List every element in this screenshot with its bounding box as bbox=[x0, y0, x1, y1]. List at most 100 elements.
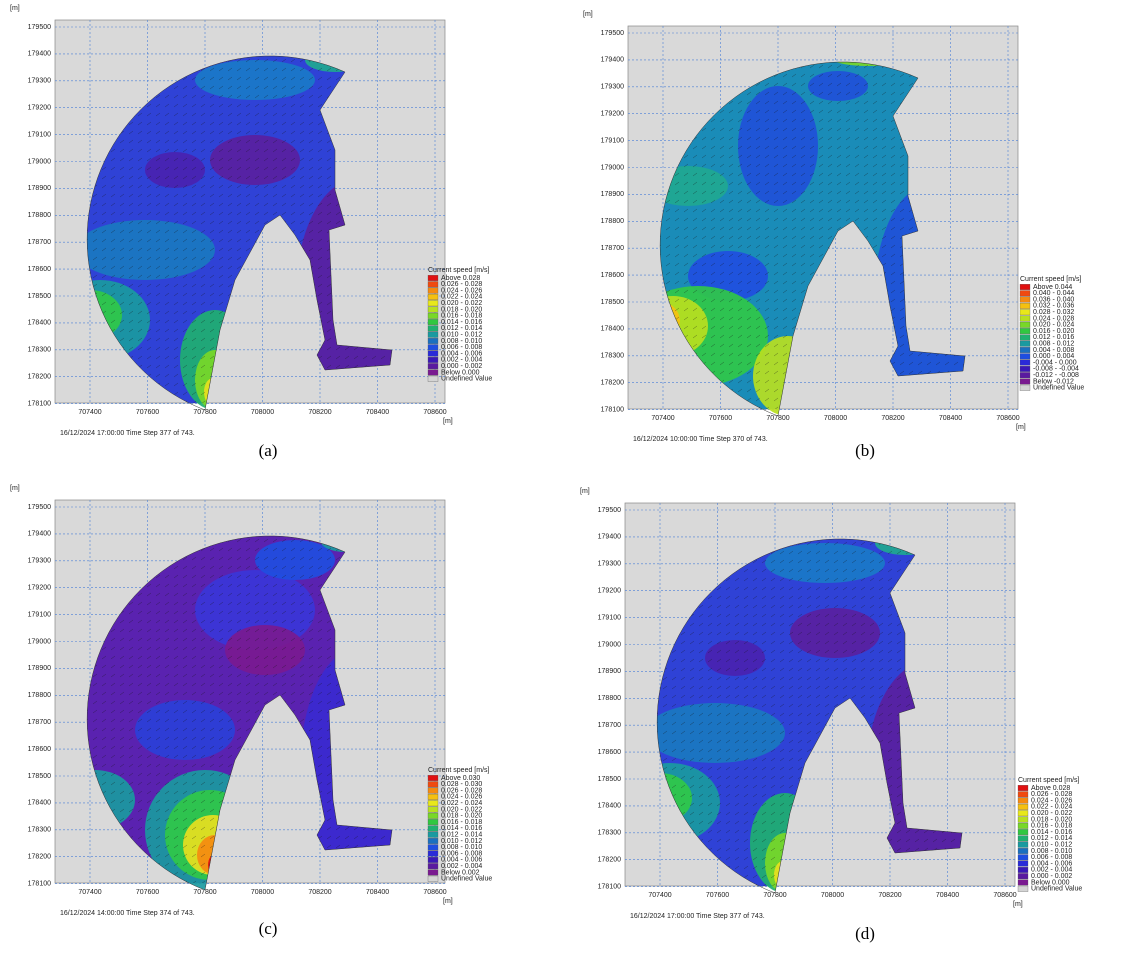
plot-area: 179500 179400 179300 179200 179100 179000 1789… bbox=[28, 19, 447, 416]
x-tick-label: 707600 bbox=[706, 892, 729, 899]
x-tick-label: 708600 bbox=[423, 889, 446, 896]
legend-title: Current speed [m/s] bbox=[428, 267, 490, 274]
y-tick-label: 178100 bbox=[28, 880, 51, 887]
legend-swatch bbox=[1019, 284, 1031, 290]
legend-swatch bbox=[1019, 296, 1031, 303]
legend-entry: Below 0.002 bbox=[441, 869, 480, 876]
y-tick-label: 178700 bbox=[598, 722, 621, 729]
y-tick-label: 179500 bbox=[598, 507, 621, 514]
y-tick-label: 178200 bbox=[598, 857, 621, 864]
y-tick-label: 179000 bbox=[28, 638, 51, 645]
legend-swatch bbox=[427, 800, 439, 807]
x-tick-label: 707400 bbox=[78, 889, 101, 896]
panel-caption: (d) bbox=[855, 924, 875, 943]
legend-entry: 0.026 - 0.028 bbox=[441, 281, 482, 288]
y-tick-label: 178600 bbox=[598, 749, 621, 756]
legend-swatch bbox=[427, 275, 439, 281]
panel: 179500 179400 179300 179200 179100 179000 1789… bbox=[580, 488, 1082, 943]
legend-entry: 0.024 - 0.028 bbox=[1033, 315, 1074, 322]
x-tick-label: 707800 bbox=[193, 409, 216, 416]
legend-entry: 0.024 - 0.026 bbox=[441, 287, 482, 294]
y-tick-label: 178900 bbox=[601, 191, 624, 198]
y-tick-label: 178100 bbox=[601, 406, 624, 413]
legend-swatch bbox=[1017, 803, 1029, 810]
timestamp: 16/12/2024 14:00:00 Time Step 374 of 743… bbox=[60, 910, 195, 917]
legend-entry: 0.004 - 0.006 bbox=[1031, 860, 1072, 867]
y-tick-label: 179000 bbox=[601, 164, 624, 171]
y-tick-label: 178600 bbox=[28, 746, 51, 753]
legend-swatch bbox=[1017, 785, 1029, 791]
panel: 179500 179400 179300 179200 179100 179000 1789… bbox=[10, 485, 492, 938]
legend-entry: 0.002 - 0.004 bbox=[1031, 867, 1072, 874]
legend-swatch bbox=[1019, 372, 1031, 379]
legend-entry: 0.040 - 0.044 bbox=[1033, 290, 1074, 297]
legend-swatch bbox=[427, 844, 439, 851]
legend-entry: Below 0.000 bbox=[441, 369, 480, 376]
legend-swatch bbox=[427, 856, 439, 863]
legend-entry: 0.020 - 0.022 bbox=[441, 806, 482, 813]
y-tick-label: 179300 bbox=[598, 561, 621, 568]
legend-swatch bbox=[427, 338, 439, 344]
x-unit: [m] bbox=[1016, 424, 1026, 431]
legend-entry: 0.032 - 0.036 bbox=[1033, 303, 1074, 310]
legend-swatch bbox=[427, 863, 439, 870]
legend-entry: 0.002 - 0.004 bbox=[441, 863, 482, 870]
legend-entry: Below 0.000 bbox=[1031, 879, 1070, 886]
legend-swatch bbox=[1017, 797, 1029, 804]
legend-entry: -0.008 - -0.004 bbox=[1033, 366, 1079, 373]
legend-swatch bbox=[1019, 302, 1031, 309]
x-tick-label: 708600 bbox=[423, 409, 446, 416]
legend-swatch bbox=[427, 281, 439, 288]
y-tick-label: 179100 bbox=[598, 614, 621, 621]
y-tick-label: 178200 bbox=[601, 380, 624, 387]
legend-entry: 0.004 - 0.006 bbox=[441, 857, 482, 864]
panel-caption: (b) bbox=[855, 441, 875, 460]
x-tick-label: 707400 bbox=[651, 415, 674, 422]
legend-swatch bbox=[427, 369, 439, 376]
y-tick-label: 178500 bbox=[601, 299, 624, 306]
x-tick-label: 708400 bbox=[366, 409, 389, 416]
legend-entry: 0.010 - 0.012 bbox=[441, 838, 482, 845]
legend-swatch bbox=[427, 787, 439, 794]
legend-entry: 0.016 - 0.020 bbox=[1033, 328, 1074, 335]
legend-entry: 0.006 - 0.008 bbox=[441, 344, 482, 351]
legend-swatch bbox=[1017, 816, 1029, 823]
legend-swatch bbox=[427, 869, 439, 876]
legend-swatch bbox=[427, 293, 439, 300]
y-tick-label: 178300 bbox=[28, 347, 51, 354]
y-tick-label: 178700 bbox=[28, 239, 51, 246]
y-tick-label: 178200 bbox=[28, 374, 51, 381]
legend-swatch bbox=[427, 350, 439, 357]
legend-swatch bbox=[427, 306, 439, 313]
y-tick-label: 178200 bbox=[28, 854, 51, 861]
legend-entry: 0.018 - 0.020 bbox=[441, 306, 482, 313]
y-tick-label: 178400 bbox=[28, 800, 51, 807]
legend-swatch bbox=[427, 825, 439, 832]
y-tick-label: 178900 bbox=[28, 185, 51, 192]
legend-swatch bbox=[1019, 334, 1031, 341]
legend-swatch bbox=[1019, 353, 1031, 360]
y-tick-label: 179100 bbox=[28, 611, 51, 618]
y-tick-label: 179200 bbox=[601, 111, 624, 118]
y-unit: [m] bbox=[583, 11, 593, 18]
y-unit: [m] bbox=[580, 488, 590, 495]
x-tick-label: 708200 bbox=[308, 889, 331, 896]
legend-swatch bbox=[1017, 860, 1029, 867]
x-tick-label: 708200 bbox=[878, 892, 901, 899]
legend-entry: 0.024 - 0.026 bbox=[441, 794, 482, 801]
legend-entry: 0.028 - 0.030 bbox=[441, 781, 482, 788]
y-tick-label: 179400 bbox=[28, 531, 51, 538]
legend-swatch bbox=[427, 793, 439, 800]
legend-entry: Above 0.028 bbox=[441, 275, 480, 282]
legend-swatch bbox=[1017, 885, 1029, 892]
x-tick-label: 708600 bbox=[996, 415, 1019, 422]
y-tick-label: 178600 bbox=[28, 266, 51, 273]
legend-entry: 0.028 - 0.032 bbox=[1033, 309, 1074, 316]
legend-swatch bbox=[427, 312, 439, 319]
legend-entry: 0.002 - 0.004 bbox=[441, 357, 482, 364]
timestamp: 16/12/2024 17:00:00 Time Step 377 of 743… bbox=[60, 430, 195, 437]
y-tick-label: 179500 bbox=[601, 30, 624, 37]
legend-entry: 0.010 - 0.012 bbox=[1031, 842, 1072, 849]
legend-swatch bbox=[427, 875, 439, 882]
